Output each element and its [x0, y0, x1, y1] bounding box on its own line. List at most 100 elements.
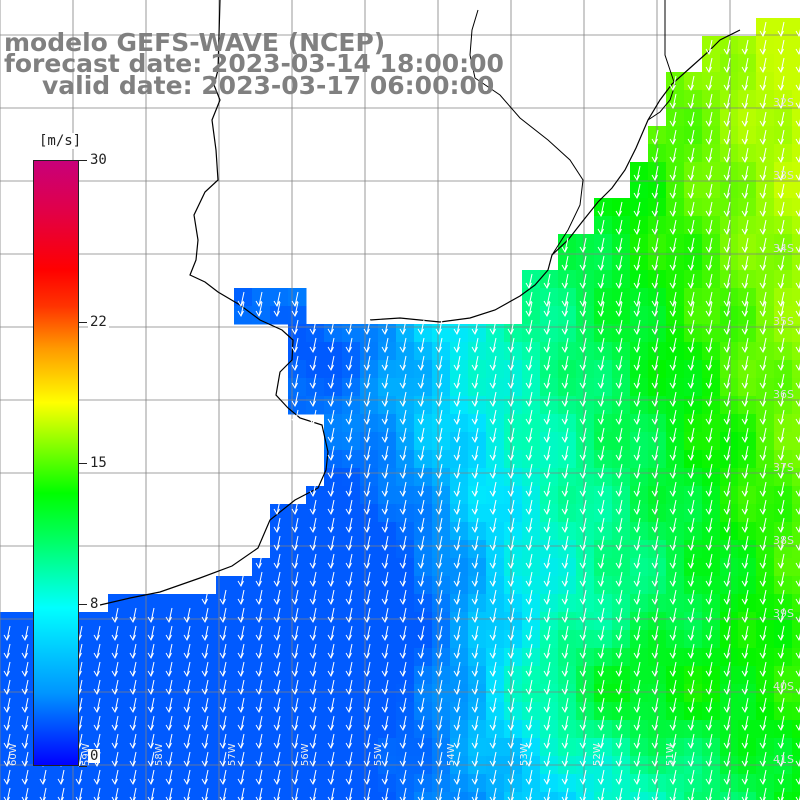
wind-arrow — [579, 751, 587, 768]
wind-cell — [468, 738, 487, 757]
wind-cell — [522, 396, 541, 415]
wind-arrow — [435, 427, 443, 444]
wind-arrow — [669, 589, 677, 606]
wind-cell — [774, 630, 793, 649]
wind-arrow — [579, 697, 587, 714]
wind-arrow — [543, 373, 551, 390]
wind-cell — [792, 540, 800, 559]
wind-arrow — [741, 391, 749, 408]
wind-arrow — [579, 553, 587, 570]
wind-arrow — [435, 409, 443, 426]
wind-arrow — [741, 147, 749, 164]
wind-cell — [612, 792, 631, 800]
wind-cell — [684, 792, 703, 800]
wind-arrow — [615, 463, 623, 480]
wind-arrow — [507, 697, 515, 714]
wind-cell — [774, 540, 793, 559]
wind-cell — [306, 774, 325, 793]
wind-arrow — [777, 183, 785, 200]
wind-arrow — [345, 319, 353, 336]
wind-arrow — [759, 499, 767, 516]
wind-arrow — [597, 301, 605, 318]
wind-arrow — [453, 445, 461, 462]
wind-arrow — [525, 273, 533, 290]
wind-arrow — [309, 409, 317, 426]
wind-arrow — [453, 535, 461, 552]
wind-cell — [108, 774, 127, 793]
wind-arrow — [381, 337, 389, 354]
wind-arrow — [615, 219, 623, 236]
wind-arrow — [525, 499, 533, 516]
wind-arrow — [435, 643, 443, 660]
wind-arrow — [363, 571, 371, 588]
wind-arrow — [669, 661, 677, 678]
wind-cell — [666, 702, 685, 721]
wind-arrow — [201, 589, 209, 606]
wind-cell — [0, 774, 19, 793]
wind-arrow — [669, 715, 677, 732]
wind-cell — [108, 594, 127, 613]
wind-arrow — [723, 301, 731, 318]
wind-cell — [306, 738, 325, 757]
wind-cell — [612, 450, 631, 469]
wind-arrow — [687, 769, 695, 786]
wind-arrow — [651, 751, 659, 768]
wind-cell — [738, 414, 757, 433]
wind-cell — [270, 594, 289, 613]
wind-cell — [162, 684, 181, 703]
wind-arrow — [669, 751, 677, 768]
wind-arrow — [669, 93, 677, 110]
wind-arrow — [777, 625, 785, 642]
wind-arrow — [705, 409, 713, 426]
colorbar-tick — [79, 321, 87, 323]
wind-cell — [522, 792, 541, 800]
wind-cell — [324, 504, 343, 523]
wind-arrow — [777, 391, 785, 408]
wind-cell — [180, 792, 199, 800]
wind-arrow — [543, 291, 551, 308]
wind-cell — [630, 486, 649, 505]
wind-arrow — [777, 355, 785, 372]
wind-cell — [576, 432, 595, 451]
wind-arrow — [381, 427, 389, 444]
wind-arrow — [507, 661, 515, 678]
wind-arrow — [741, 219, 749, 236]
wind-arrow — [579, 661, 587, 678]
wind-arrow — [777, 93, 785, 110]
wind-arrow — [597, 373, 605, 390]
wind-arrow — [723, 39, 731, 56]
wind-cell — [234, 306, 253, 325]
wind-arrow — [165, 679, 173, 696]
wind-cell — [432, 450, 451, 469]
wind-cell — [252, 612, 271, 631]
wind-arrow — [273, 571, 281, 588]
wind-arrow — [741, 255, 749, 272]
wind-arrow — [147, 697, 155, 714]
wind-arrow — [723, 93, 731, 110]
wind-arrow — [597, 661, 605, 678]
wind-arrow — [651, 517, 659, 534]
wind-cell — [216, 612, 235, 631]
wind-cell — [198, 702, 217, 721]
wind-arrow — [723, 201, 731, 218]
longitude-label: 60W — [8, 743, 19, 766]
wind-cell — [396, 666, 415, 685]
wind-arrow — [327, 571, 335, 588]
wind-cell — [756, 684, 775, 703]
wind-arrow — [651, 571, 659, 588]
wind-cell — [378, 522, 397, 541]
wind-arrow — [669, 571, 677, 588]
wind-cell — [270, 522, 289, 541]
wind-arrow — [237, 571, 245, 588]
wind-arrow — [777, 733, 785, 750]
wind-arrow — [273, 607, 281, 624]
wind-cell — [378, 720, 397, 739]
wind-cell — [288, 306, 307, 325]
wind-arrow — [327, 679, 335, 696]
wind-cell — [702, 324, 721, 343]
wind-cell — [792, 324, 800, 343]
wind-cell — [414, 414, 433, 433]
wind-arrow — [111, 661, 119, 678]
wind-cell — [720, 378, 739, 397]
wind-cell — [270, 684, 289, 703]
